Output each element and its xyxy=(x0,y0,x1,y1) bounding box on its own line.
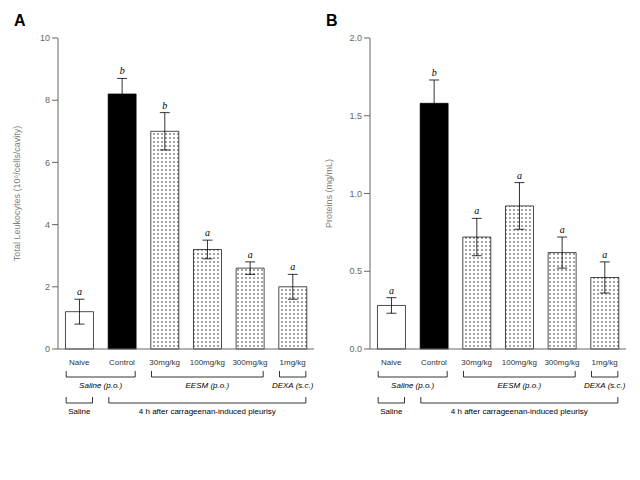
svg-text:4 h after carrageenan-induced: 4 h after carrageenan-induced pleurisy xyxy=(451,407,588,416)
svg-text:1.0: 1.0 xyxy=(349,189,362,199)
svg-text:a: a xyxy=(602,249,607,260)
svg-text:DEXA (s.c.): DEXA (s.c.) xyxy=(584,381,626,390)
svg-text:1.5: 1.5 xyxy=(349,111,362,121)
svg-text:0.5: 0.5 xyxy=(349,266,362,276)
svg-text:10: 10 xyxy=(40,33,50,43)
svg-text:a: a xyxy=(389,285,394,296)
svg-text:8: 8 xyxy=(45,95,50,105)
svg-text:a: a xyxy=(205,227,210,238)
svg-text:b: b xyxy=(432,67,437,78)
svg-text:Saline: Saline xyxy=(68,407,91,416)
svg-text:a: a xyxy=(474,205,479,216)
svg-text:6: 6 xyxy=(45,158,50,168)
svg-text:b: b xyxy=(162,100,167,111)
svg-text:30mg/kg: 30mg/kg xyxy=(149,358,180,367)
svg-text:a: a xyxy=(77,286,82,297)
html-text:B: B xyxy=(326,12,338,29)
svg-text:300mg/kg: 300mg/kg xyxy=(232,358,267,367)
svg-text:2: 2 xyxy=(45,282,50,292)
svg-text:100mg/kg: 100mg/kg xyxy=(190,358,225,367)
svg-text:4 h after carrageenan-induced: 4 h after carrageenan-induced pleurisy xyxy=(139,407,276,416)
svg-text:Saline (p.o.): Saline (p.o.) xyxy=(391,381,434,390)
svg-text:EESM (p.o.): EESM (p.o.) xyxy=(498,381,542,390)
svg-text:0: 0 xyxy=(45,344,50,354)
svg-text:Naive: Naive xyxy=(69,358,90,367)
svg-text:Saline (p.o.): Saline (p.o.) xyxy=(79,381,122,390)
svg-text:Control: Control xyxy=(421,358,447,367)
svg-text:a: a xyxy=(248,249,253,260)
svg-text:Proteins (mg/mL): Proteins (mg/mL) xyxy=(324,159,334,228)
svg-text:Total Leukocytes (10⁶/cells/ca: Total Leukocytes (10⁶/cells/cavity) xyxy=(12,126,22,261)
svg-text:100mg/kg: 100mg/kg xyxy=(502,358,537,367)
svg-text:DEXA (s.c.): DEXA (s.c.) xyxy=(272,381,314,390)
svg-text:2.0: 2.0 xyxy=(349,33,362,43)
svg-text:a: a xyxy=(560,224,565,235)
svg-text:1mg/kg: 1mg/kg xyxy=(592,358,618,367)
svg-text:Saline: Saline xyxy=(380,407,403,416)
svg-text:Control: Control xyxy=(109,358,135,367)
svg-text:1mg/kg: 1mg/kg xyxy=(280,358,306,367)
svg-text:b: b xyxy=(120,65,125,76)
svg-text:Naive: Naive xyxy=(381,358,402,367)
html-text:A: A xyxy=(14,12,26,29)
svg-text:a: a xyxy=(290,261,295,272)
svg-text:EESM (p.o.): EESM (p.o.) xyxy=(186,381,230,390)
svg-text:300mg/kg: 300mg/kg xyxy=(544,358,579,367)
svg-text:a: a xyxy=(517,170,522,181)
svg-text:30mg/kg: 30mg/kg xyxy=(461,358,492,367)
svg-text:0.0: 0.0 xyxy=(349,344,362,354)
svg-text:4: 4 xyxy=(45,220,50,230)
